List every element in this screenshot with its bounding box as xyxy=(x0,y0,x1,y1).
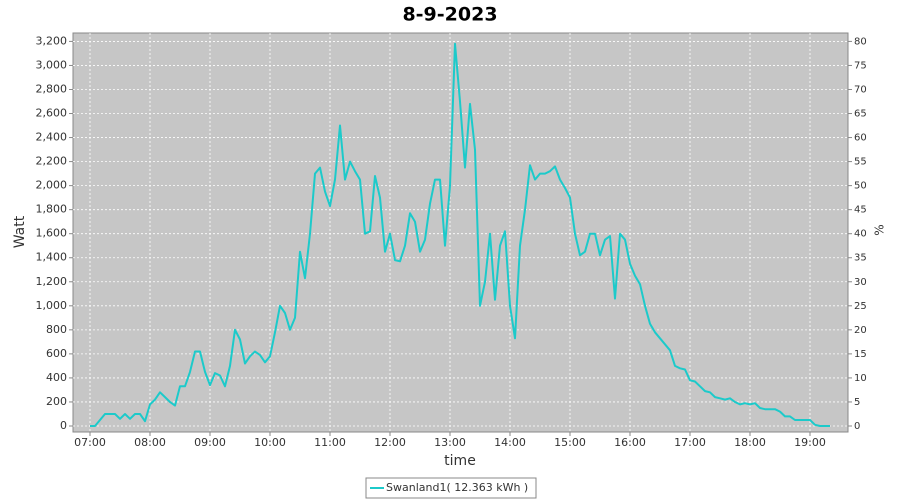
x-tick-label: 07:00 xyxy=(74,436,106,449)
y2-tick-label: 80 xyxy=(854,36,867,47)
y2-axis-label: % xyxy=(873,224,887,235)
y2-tick-label: 20 xyxy=(854,325,867,336)
y2-tick-label: 5 xyxy=(854,397,860,408)
y2-tick-label: 70 xyxy=(854,84,867,95)
y-tick-label: 3,000 xyxy=(36,58,68,71)
y-tick-label: 1,400 xyxy=(36,251,68,264)
x-axis-label: time xyxy=(444,453,476,469)
y-tick-label: 1,200 xyxy=(36,275,68,288)
y-tick-label: 2,000 xyxy=(36,179,68,192)
y-tick-label: 0 xyxy=(60,419,67,432)
x-tick-label: 11:00 xyxy=(314,436,346,449)
y-tick-label: 3,200 xyxy=(36,34,68,47)
y2-tick-label: 15 xyxy=(854,349,867,360)
y2-tick-label: 0 xyxy=(854,421,860,432)
y-tick-label: 1,600 xyxy=(36,227,68,240)
x-tick-label: 10:00 xyxy=(254,436,286,449)
series-line xyxy=(90,42,830,427)
x-tick-label: 12:00 xyxy=(374,436,406,449)
y-tick-label: 2,400 xyxy=(36,131,68,144)
y-tick-label: 600 xyxy=(46,347,67,360)
y2-tick-label: 35 xyxy=(854,253,867,264)
x-tick-label: 09:00 xyxy=(194,436,226,449)
y-axis-label: Watt xyxy=(12,215,28,248)
x-tick-label: 14:00 xyxy=(494,436,526,449)
y-tick-label: 800 xyxy=(46,323,67,336)
y2-tick-label: 40 xyxy=(854,229,867,240)
x-tick-label: 15:00 xyxy=(554,436,586,449)
y-tick-label: 2,600 xyxy=(36,107,68,120)
y2-tick-label: 75 xyxy=(854,60,867,71)
y2-tick-label: 30 xyxy=(854,277,867,288)
y-tick-label: 2,200 xyxy=(36,155,68,168)
x-tick-label: 18:00 xyxy=(734,436,766,449)
y-tick-label: 1,800 xyxy=(36,203,68,216)
x-tick-label: 17:00 xyxy=(674,436,706,449)
y2-tick-label: 10 xyxy=(854,373,867,384)
y-tick-label: 200 xyxy=(46,395,67,408)
y2-tick-label: 65 xyxy=(854,109,867,120)
y2-tick-label: 55 xyxy=(854,157,867,168)
x-tick-label: 13:00 xyxy=(434,436,466,449)
x-tick-label: 19:00 xyxy=(794,436,826,449)
y2-tick-label: 60 xyxy=(854,133,867,144)
y-tick-label: 1,000 xyxy=(36,299,68,312)
chart-title: 8-9-2023 xyxy=(402,4,497,26)
y2-tick-label: 45 xyxy=(854,205,867,216)
legend xyxy=(365,477,537,499)
legend-label: Swanland1( 12.363 kWh ) xyxy=(386,481,528,494)
y-tick-label: 400 xyxy=(46,371,67,384)
x-tick-label: 16:00 xyxy=(614,436,646,449)
y-tick-label: 2,800 xyxy=(36,82,68,95)
y2-tick-label: 25 xyxy=(854,301,867,312)
y2-tick-label: 50 xyxy=(854,181,867,192)
x-tick-label: 08:00 xyxy=(134,436,166,449)
